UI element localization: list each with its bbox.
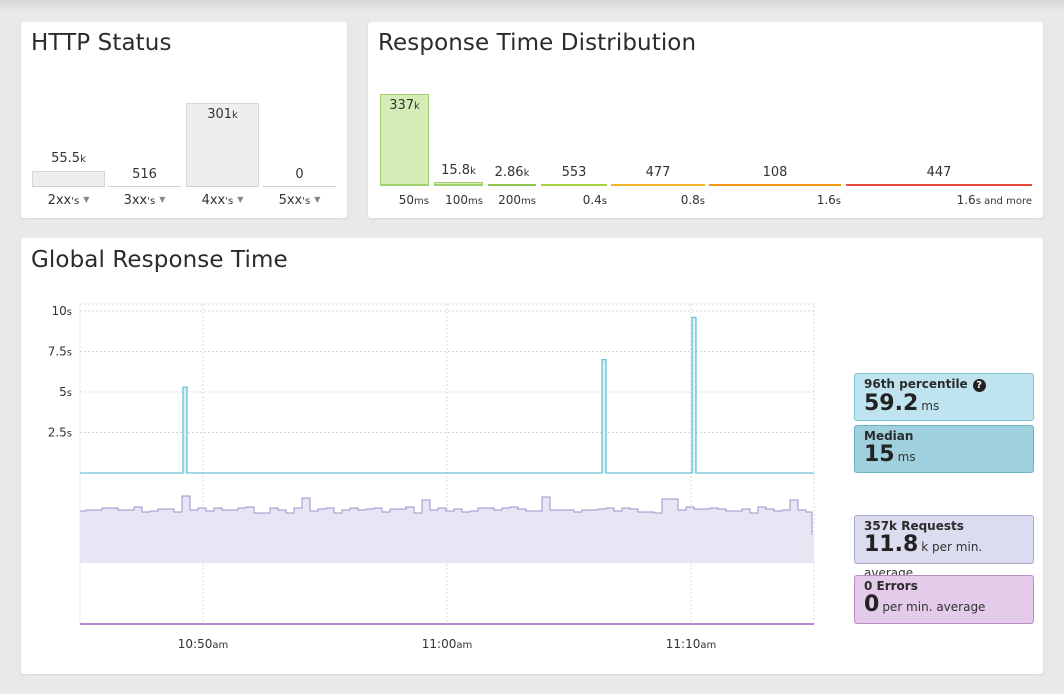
http-status-filter-3xx[interactable]: 3xx's ▼ bbox=[105, 193, 185, 208]
response-time-label-suffix: ms bbox=[468, 196, 483, 207]
http-status-label: 3xx bbox=[123, 193, 148, 208]
http-status-filter-4xx[interactable]: 4xx's ▼ bbox=[183, 193, 263, 208]
http-status-label: 4xx bbox=[201, 193, 226, 208]
response-time-distribution-card: Response Time Distribution 337k 50ms 15.8k… bbox=[368, 22, 1043, 218]
response-time-value-number: 2.86 bbox=[494, 165, 524, 180]
http-status-label-suffix: 's bbox=[302, 196, 311, 207]
response-time-label: 200ms bbox=[416, 193, 536, 207]
p96-stat-unit: ms bbox=[921, 399, 940, 413]
help-icon[interactable]: ? bbox=[972, 379, 986, 392]
response-time-label: 1.6s and more bbox=[912, 193, 1032, 207]
top-shadow bbox=[0, 0, 1064, 12]
response-time-label: 50ms bbox=[309, 193, 429, 207]
response-time-label-suffix: ms bbox=[521, 196, 536, 207]
p96-stat-value: 59.2 bbox=[864, 391, 919, 416]
median-stat-title: Median bbox=[864, 429, 914, 443]
requests-stat-title: 357k Requests bbox=[864, 519, 964, 533]
global-response-time-title: Global Response Time bbox=[31, 247, 288, 273]
median-stat-unit: ms bbox=[897, 450, 916, 464]
response-time-bar[interactable] bbox=[611, 184, 705, 186]
response-time-label-suffix: s and more bbox=[975, 196, 1032, 207]
response-time-label-value: 100 bbox=[445, 193, 469, 207]
http-status-bar[interactable] bbox=[186, 103, 259, 186]
response-time-bar[interactable] bbox=[541, 184, 607, 186]
response-time-value-number: 447 bbox=[926, 165, 952, 180]
http-status-value: 301k bbox=[183, 107, 263, 122]
chevron-down-icon: ▼ bbox=[314, 195, 321, 204]
http-status-baseline bbox=[108, 186, 181, 187]
http-status-label: 2xx bbox=[47, 193, 72, 208]
response-time-label: 100ms bbox=[363, 193, 483, 207]
http-status-card: HTTP Status 55.5k 2xx's ▼ 516 3xx's ▼ 301k 4xx'… bbox=[21, 22, 347, 218]
requests-stat-box: 357k Requests 11.8 k per min. average bbox=[854, 515, 1034, 580]
http-status-value: 0 bbox=[260, 167, 340, 182]
errors-stat-value: 0 bbox=[864, 592, 880, 617]
p96-stat-box: 96th percentile? 59.2 ms bbox=[854, 373, 1034, 421]
http-status-value: 516 bbox=[105, 167, 185, 182]
http-status-value-number: 55.5 bbox=[51, 150, 81, 166]
response-time-label: 0.8s bbox=[585, 193, 705, 207]
chevron-down-icon: ▼ bbox=[159, 195, 166, 204]
response-time-label: 1.6s bbox=[721, 193, 841, 207]
response-time-bar[interactable] bbox=[846, 184, 1032, 186]
chevron-down-icon: ▼ bbox=[83, 195, 90, 204]
response-time-label-suffix: s bbox=[835, 196, 841, 207]
response-time-value-number-suffix: k bbox=[470, 165, 476, 177]
response-time-value: 477 bbox=[611, 165, 705, 180]
http-status-label-suffix: 's bbox=[225, 196, 234, 207]
response-time-value: 553 bbox=[541, 165, 607, 180]
response-time-value-number: 553 bbox=[561, 165, 587, 180]
response-time-label-value: 1.6 bbox=[956, 193, 976, 207]
http-status-filter-2xx[interactable]: 2xx's ▼ bbox=[29, 193, 109, 208]
response-time-bar[interactable] bbox=[380, 94, 429, 186]
http-status-value-number-suffix: k bbox=[80, 153, 86, 165]
http-status-baseline bbox=[32, 186, 105, 187]
response-time-value-number: 15.8 bbox=[441, 162, 471, 178]
http-status-label-suffix: 's bbox=[71, 196, 80, 207]
http-status-value-number-suffix: k bbox=[232, 110, 238, 121]
response-time-value-number: 108 bbox=[762, 165, 788, 180]
response-time-value-number-suffix: k bbox=[414, 101, 420, 112]
http-status-value-number: 0 bbox=[295, 167, 304, 182]
response-time-value: 447 bbox=[846, 165, 1032, 180]
http-status-bar[interactable] bbox=[32, 170, 105, 186]
response-time-label-value: 0.4 bbox=[582, 193, 602, 207]
http-status-label-suffix: 's bbox=[147, 196, 156, 207]
http-status-value: 55.5k bbox=[29, 151, 109, 166]
http-status-value-number: 301 bbox=[207, 107, 233, 122]
response-time-label-suffix: s bbox=[699, 196, 705, 207]
response-time-label-value: 0.8 bbox=[680, 193, 700, 207]
response-time-value: 15.8k bbox=[434, 163, 483, 178]
response-time-value-number: 477 bbox=[645, 165, 671, 180]
response-time-label-value: 200 bbox=[498, 193, 522, 207]
median-stat-box: Median 15 ms bbox=[854, 425, 1034, 473]
median-stat-value: 15 bbox=[864, 442, 895, 467]
response-time-value: 337k bbox=[380, 98, 429, 113]
response-time-label-value: 50 bbox=[398, 193, 415, 207]
http-status-value-number: 516 bbox=[132, 167, 157, 182]
requests-stat-value: 11.8 bbox=[864, 532, 919, 557]
response-time-value-number-suffix: k bbox=[523, 168, 530, 179]
response-time-value: 108 bbox=[709, 165, 841, 180]
response-time-label-suffix: s bbox=[601, 196, 607, 207]
http-status-baseline bbox=[263, 186, 336, 187]
errors-stat-unit: per min. average bbox=[882, 600, 986, 614]
response-time-bar[interactable] bbox=[434, 181, 483, 186]
response-time-label-suffix: ms bbox=[414, 196, 429, 207]
http-status-label: 5xx bbox=[278, 193, 303, 208]
http-status-baseline bbox=[186, 186, 259, 187]
chevron-down-icon: ▼ bbox=[237, 195, 244, 204]
response-time-label-value: 1.6 bbox=[816, 193, 836, 207]
response-time-distribution-title: Response Time Distribution bbox=[378, 30, 697, 56]
errors-stat-title: 0 Errors bbox=[864, 579, 918, 593]
p96-stat-title: 96th percentile bbox=[864, 377, 968, 391]
http-status-title: HTTP Status bbox=[31, 30, 172, 56]
response-time-bar[interactable] bbox=[709, 184, 841, 186]
errors-stat-box: 0 Errors 0 per min. average bbox=[854, 575, 1034, 624]
response-time-value: 2.86k bbox=[488, 165, 536, 180]
response-time-bar[interactable] bbox=[488, 184, 536, 186]
response-time-value-number: 337 bbox=[389, 98, 415, 113]
http-status-filter-5xx[interactable]: 5xx's ▼ bbox=[260, 193, 340, 208]
response-time-label: 0.4s bbox=[487, 193, 607, 207]
